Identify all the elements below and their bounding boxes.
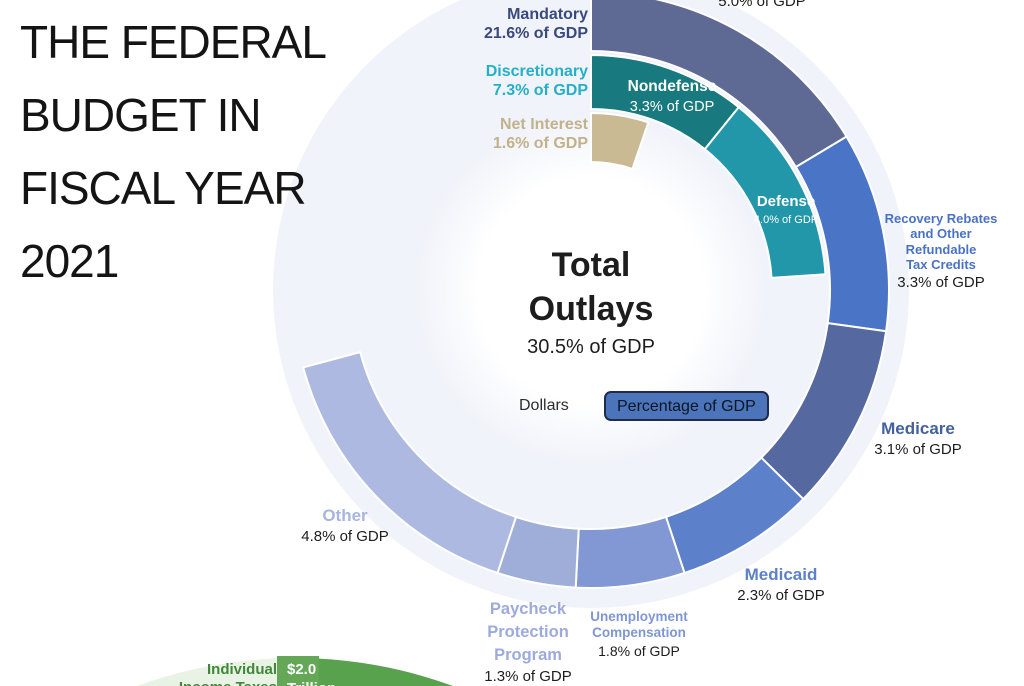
label-net-interest-legend: Net Interest 1.6% of GDP xyxy=(493,116,588,154)
arc-other[interactable] xyxy=(302,351,517,574)
label-other-name: Other xyxy=(322,506,368,525)
label-mandatory-legend-name: Mandatory xyxy=(507,6,588,23)
page-title: THE FEDERAL BUDGET IN FISCAL YEAR 2021 xyxy=(20,6,450,298)
label-medicare-value: 3.1% of GDP xyxy=(874,441,962,459)
label-other-value: 4.8% of GDP xyxy=(301,528,389,546)
label-medicaid: Medicaid 2.3% of GDP xyxy=(737,565,825,605)
revenue-segment-value: $2.0Trillion xyxy=(287,661,336,686)
revenue-value-box xyxy=(277,656,319,686)
label-defense-label: Defense 4.0% of GDP xyxy=(754,193,818,226)
label-other: Other 4.8% of GDP xyxy=(301,506,389,546)
arc-net-interest[interactable] xyxy=(590,111,650,170)
label-discretionary-legend-name: Discretionary xyxy=(485,63,588,80)
label-social-security-value: 5.0% of GDP xyxy=(718,0,806,11)
page-title-line: BUDGET IN xyxy=(20,89,262,141)
label-discretionary-legend-name: 7.3% of GDP xyxy=(492,81,588,99)
page-title-line: FISCAL YEAR xyxy=(20,162,307,214)
revenue-segment-label: IndividualIncome Taxes xyxy=(179,661,277,686)
label-paycheck-protection-program-value: 1.3% of GDP xyxy=(484,668,572,686)
label-recovery-rebates-name: and Other xyxy=(910,226,972,242)
total-outlays-title-line: Outlays xyxy=(528,290,654,328)
label-unemployment-compensation-name: Unemployment xyxy=(590,609,688,624)
label-net-interest-legend-name: 1.6% of GDP xyxy=(492,134,588,152)
dollars-toggle[interactable]: Dollars xyxy=(519,397,569,414)
label-nondefense-label-name: Nondefense xyxy=(627,78,717,95)
donut-center-white-circle xyxy=(416,115,766,465)
label-discretionary-legend: Discretionary 7.3% of GDP xyxy=(486,63,588,101)
label-nondefense-label: Nondefense 3.3% of GDP xyxy=(628,78,717,116)
arc-defense[interactable] xyxy=(703,106,827,279)
label-mandatory-legend: Mandatory 21.6% of GDP xyxy=(484,6,588,44)
page-title-line: 2021 xyxy=(20,235,119,287)
arc-individual-income-taxes[interactable] xyxy=(295,658,753,686)
label-medicare-name: Medicare xyxy=(881,419,955,438)
label-defense-label-value: 4.0% of GDP xyxy=(753,213,819,226)
label-social-security-value-value: 5.0% of GDP xyxy=(718,0,806,10)
label-unemployment-compensation-value: 1.8% of GDP xyxy=(598,642,680,659)
label-recovery-rebates-name: Refundable xyxy=(905,241,977,257)
label-medicaid-name: Medicaid xyxy=(744,565,818,584)
label-paycheck-protection-program: Paycheck Protection Program 1.3% of GDP xyxy=(484,598,572,686)
label-recovery-rebates-value: 3.3% of GDP xyxy=(897,274,985,292)
label-recovery-rebates-name: Recovery Rebates xyxy=(884,211,998,226)
label-unemployment-compensation: Unemployment Compensation 1.8% of GDP xyxy=(590,609,688,660)
label-defense-label-name: Defense xyxy=(756,193,816,210)
label-unemployment-compensation-name: Compensation xyxy=(592,624,686,640)
label-nondefense-label-value: 3.3% of GDP xyxy=(629,99,715,116)
percentage-of-gdp-toggle[interactable]: Percentage of GDP xyxy=(604,391,769,421)
label-net-interest-legend-name: Net Interest xyxy=(499,116,588,133)
label-recovery-rebates-name: Tax Credits xyxy=(906,256,976,272)
total-outlays-title-line: Total xyxy=(551,246,631,284)
label-mandatory-legend-name: 21.6% of GDP xyxy=(483,24,588,42)
total-outlays-value: 30.5% of GDP xyxy=(527,336,655,358)
label-paycheck-protection-program-name: Program xyxy=(494,645,562,664)
label-paycheck-protection-program-name: Paycheck xyxy=(489,600,567,618)
label-medicare: Medicare 3.1% of GDP xyxy=(874,419,962,459)
page-title-line: THE FEDERAL xyxy=(20,16,327,68)
donut-center-label: Total Outlays 30.5% of GDP xyxy=(527,243,655,359)
label-paycheck-protection-program-name: Protection xyxy=(487,622,569,641)
label-medicaid-value: 2.3% of GDP xyxy=(737,587,825,605)
label-recovery-rebates: Recovery Rebates and Other Refundable Tax C… xyxy=(885,211,998,292)
